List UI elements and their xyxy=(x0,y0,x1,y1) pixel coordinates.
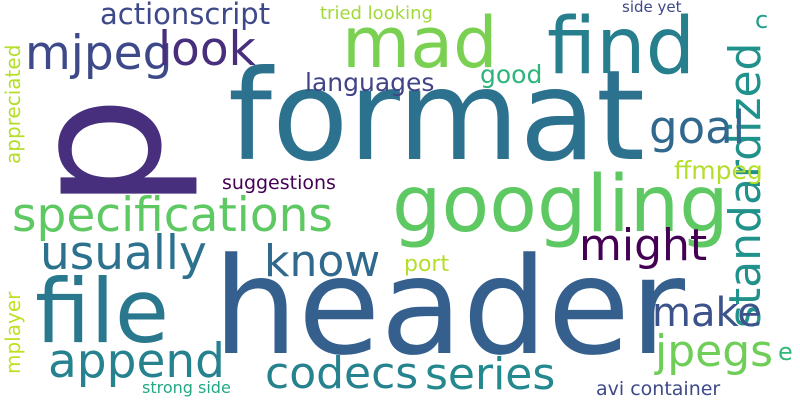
word-good: good xyxy=(480,60,543,89)
word-side-yet: side yet xyxy=(622,0,682,16)
word-header: header xyxy=(213,229,686,385)
word-standardized: standardized xyxy=(720,42,771,328)
word-port: port xyxy=(404,252,450,277)
word-file: file xyxy=(35,260,170,363)
word-look: look xyxy=(158,22,256,77)
word-might: might xyxy=(579,220,708,271)
word-e: e xyxy=(778,338,793,366)
word-goal: goal xyxy=(649,101,746,154)
word-suggestions: suggestions xyxy=(222,172,336,194)
word-series: series xyxy=(425,349,556,400)
word-strong-side: strong side xyxy=(142,378,231,397)
word-mjpeg: mjpeg xyxy=(25,26,173,81)
word-jpegs: jpegs xyxy=(655,326,774,377)
word-codecs: codecs xyxy=(265,348,419,399)
word-append: append xyxy=(48,334,226,389)
word-actionscript: actionscript xyxy=(100,0,271,31)
word-avi-container: avi container xyxy=(596,378,721,400)
word-make: make xyxy=(652,290,762,336)
word-specifications: specifications xyxy=(12,188,333,243)
word-usually: usually xyxy=(40,226,207,281)
word-format: format xyxy=(228,44,646,189)
word-appreciated: appreciated xyxy=(1,44,25,164)
word-languages: languages xyxy=(305,68,435,97)
word-c: c xyxy=(755,6,769,34)
word-mplayer: mplayer xyxy=(1,291,25,374)
word-tried-looking: tried looking xyxy=(320,3,433,24)
word-mad: mad xyxy=(342,2,498,84)
word-know: know xyxy=(264,236,381,287)
word-googling: googling xyxy=(392,160,729,250)
word-ffmpeg: ffmpeg xyxy=(674,156,763,185)
word-find: find xyxy=(547,2,696,92)
